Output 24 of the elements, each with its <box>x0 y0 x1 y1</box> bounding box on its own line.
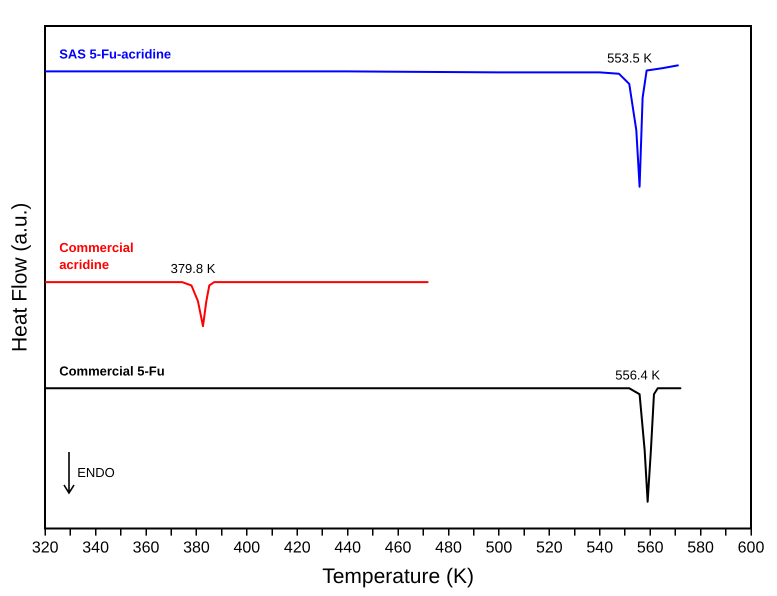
x-tick-label: 400 <box>234 540 260 557</box>
x-tick-label: 520 <box>536 540 563 557</box>
x-tick-label: 360 <box>132 540 160 557</box>
x-tick-label: 500 <box>486 540 512 557</box>
x-tick-label: 580 <box>687 540 714 557</box>
series-label: SAS 5-Fu-acridine <box>59 46 172 62</box>
x-axis-title: Temperature (K) <box>322 565 474 588</box>
x-tick-label: 380 <box>183 540 210 557</box>
annotation: 556.4 K <box>615 367 660 382</box>
x-tick-label: 560 <box>636 540 664 557</box>
annotation: ENDO <box>77 465 115 480</box>
annotation: 553.5 K <box>607 50 652 66</box>
x-tick-label: 320 <box>32 540 59 557</box>
x-tick-label: 440 <box>334 540 362 557</box>
series-label: Commercial acridine <box>59 240 134 272</box>
series-label: Commercial 5-Fu <box>59 363 165 378</box>
y-axis-title: Heat Flow (a.u.) <box>8 202 32 352</box>
x-tick-label: 340 <box>82 540 110 557</box>
x-tick-label: 420 <box>284 540 311 557</box>
x-tick-label: 600 <box>738 540 764 557</box>
x-tick-label: 460 <box>384 540 412 557</box>
x-tick-label: 480 <box>435 540 462 557</box>
annotation: 379.8 K <box>170 261 216 276</box>
x-tick-label: 540 <box>586 540 614 557</box>
